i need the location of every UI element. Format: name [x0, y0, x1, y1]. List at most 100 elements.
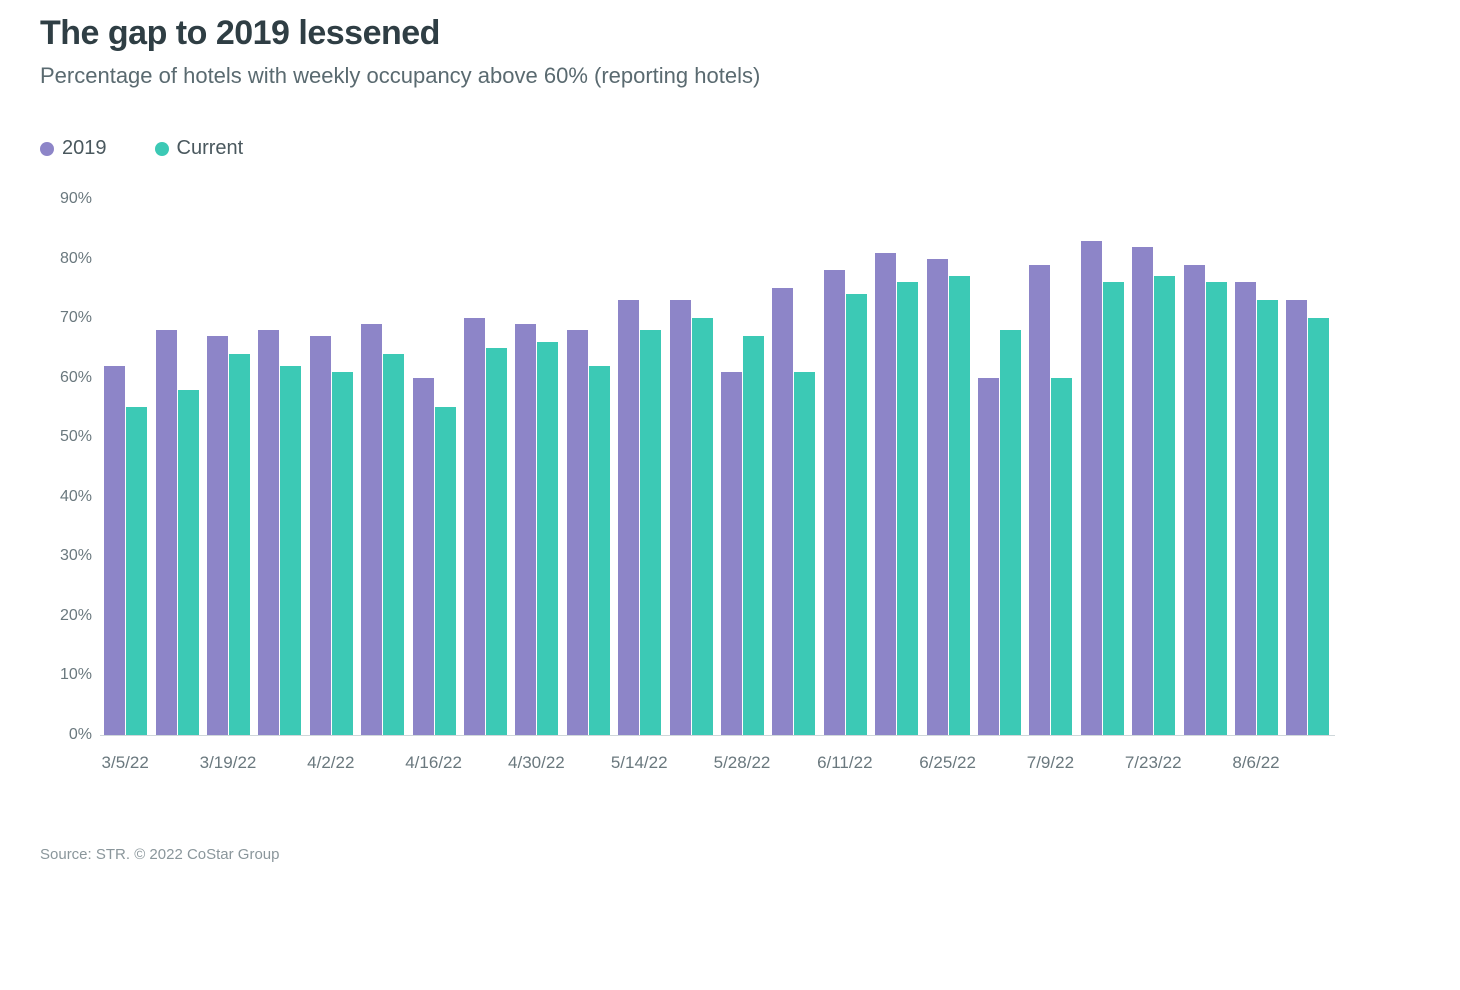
bar-current	[280, 366, 301, 735]
bar-current	[1051, 378, 1072, 735]
bar-current	[846, 294, 867, 735]
bar-group	[927, 259, 970, 735]
x-axis-label: 7/23/22	[1125, 735, 1182, 773]
bar-current	[1103, 282, 1124, 735]
bar-2019	[824, 270, 845, 735]
bar-group	[104, 366, 147, 735]
bar-current	[126, 407, 147, 735]
y-axis-tick: 10%	[60, 666, 100, 684]
bar-current	[486, 348, 507, 735]
legend-dot-2019	[40, 142, 54, 156]
x-axis-label: 4/2/22	[307, 735, 354, 773]
y-axis-tick: 90%	[60, 190, 100, 208]
bar-current	[178, 390, 199, 735]
bar-group	[310, 336, 353, 735]
bar-current	[897, 282, 918, 735]
bar-2019	[978, 378, 999, 735]
legend-dot-current	[155, 142, 169, 156]
bar-group	[1235, 282, 1278, 735]
bar-group	[772, 288, 815, 735]
bar-group	[1029, 265, 1072, 735]
bar-group	[1184, 265, 1227, 735]
bar-2019	[875, 253, 896, 735]
bar-current	[794, 372, 815, 735]
bar-2019	[721, 372, 742, 735]
x-axis-label: 3/5/22	[102, 735, 149, 773]
y-axis-tick: 40%	[60, 488, 100, 506]
chart-title: The gap to 2019 lessened	[40, 14, 1420, 53]
bar-2019	[258, 330, 279, 735]
y-axis-tick: 50%	[60, 428, 100, 446]
bar-2019	[207, 336, 228, 735]
bar-group	[875, 253, 918, 735]
y-axis-tick: 0%	[69, 726, 100, 744]
bar-current	[1206, 282, 1227, 735]
bar-2019	[927, 259, 948, 735]
bar-current	[537, 342, 558, 735]
bar-group	[1286, 300, 1329, 735]
x-axis-label: 5/14/22	[611, 735, 668, 773]
bar-current	[1154, 276, 1175, 735]
bar-2019	[156, 330, 177, 735]
bar-current	[640, 330, 661, 735]
x-axis-label: 4/30/22	[508, 735, 565, 773]
bar-2019	[104, 366, 125, 735]
bar-group	[258, 330, 301, 735]
legend-label-2019: 2019	[62, 137, 107, 160]
bar-2019	[567, 330, 588, 735]
bar-group	[670, 300, 713, 735]
bar-group	[978, 330, 1021, 735]
chart-container: 0%10%20%30%40%50%60%70%80%90%3/5/223/19/…	[40, 200, 1420, 796]
y-axis-tick: 30%	[60, 547, 100, 565]
bar-2019	[361, 324, 382, 735]
bar-2019	[464, 318, 485, 735]
y-axis-tick: 60%	[60, 369, 100, 387]
bar-group	[721, 336, 764, 735]
bar-2019	[515, 324, 536, 735]
chart-subtitle: Percentage of hotels with weekly occupan…	[40, 63, 1420, 89]
x-axis-label: 7/9/22	[1027, 735, 1074, 773]
bar-group	[567, 330, 610, 735]
bar-current	[692, 318, 713, 735]
bar-2019	[1184, 265, 1205, 735]
bar-2019	[670, 300, 691, 735]
bar-2019	[1132, 247, 1153, 735]
bar-current	[229, 354, 250, 735]
legend-label-current: Current	[177, 137, 244, 160]
bar-current	[589, 366, 610, 735]
x-axis-label: 4/16/22	[405, 735, 462, 773]
x-axis-label: 3/19/22	[200, 735, 257, 773]
legend-item-2019: 2019	[40, 137, 107, 160]
bar-group	[1132, 247, 1175, 735]
bar-group	[361, 324, 404, 735]
chart: 0%10%20%30%40%50%60%70%80%90%3/5/223/19/…	[40, 200, 1335, 796]
bar-current	[1257, 300, 1278, 735]
bar-current	[1000, 330, 1021, 735]
legend-item-current: Current	[155, 137, 244, 160]
bar-group	[156, 330, 199, 735]
bar-current	[332, 372, 353, 735]
bar-group	[464, 318, 507, 735]
bar-2019	[1081, 241, 1102, 735]
bar-group	[1081, 241, 1124, 735]
bar-2019	[618, 300, 639, 735]
x-axis-label: 8/6/22	[1232, 735, 1279, 773]
x-axis-label: 6/25/22	[919, 735, 976, 773]
bar-current	[743, 336, 764, 735]
bar-2019	[1235, 282, 1256, 735]
plot-area: 0%10%20%30%40%50%60%70%80%90%3/5/223/19/…	[100, 200, 1335, 736]
y-axis-tick: 80%	[60, 250, 100, 268]
bar-2019	[772, 288, 793, 735]
bar-current	[435, 407, 456, 735]
legend: 2019 Current	[40, 137, 1420, 160]
y-axis-tick: 70%	[60, 309, 100, 327]
x-axis-label: 6/11/22	[817, 735, 872, 773]
bar-2019	[413, 378, 434, 735]
bar-2019	[1029, 265, 1050, 735]
bar-group	[515, 324, 558, 735]
bar-2019	[310, 336, 331, 735]
bar-group	[618, 300, 661, 735]
source-line: Source: STR. © 2022 CoStar Group	[40, 846, 280, 863]
bar-group	[413, 378, 456, 735]
bar-current	[949, 276, 970, 735]
